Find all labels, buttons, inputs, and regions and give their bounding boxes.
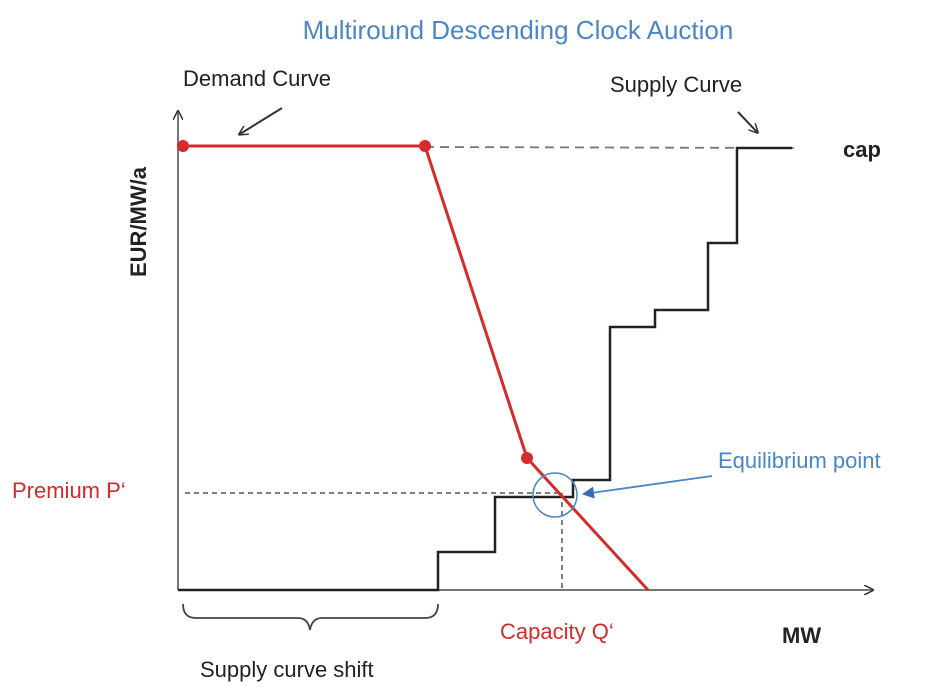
capacity-label: Capacity Q‘ xyxy=(500,619,614,644)
supply-curve xyxy=(178,146,792,592)
demand-point xyxy=(177,140,189,152)
supply-label: Supply Curve xyxy=(610,72,742,97)
title: Multiround Descending Clock Auction xyxy=(303,15,734,45)
shift-label: Supply curve shift xyxy=(200,657,374,682)
x-axis-label: MW xyxy=(782,623,821,648)
demand-label: Demand Curve xyxy=(183,66,331,91)
cap-line xyxy=(424,146,796,149)
equilibrium-arrow xyxy=(582,475,713,499)
brace xyxy=(182,603,439,631)
premium-label: Premium P‘ xyxy=(12,478,126,503)
equilibrium-circle xyxy=(532,472,578,518)
cap-label: cap xyxy=(843,137,881,162)
demand-point xyxy=(521,452,533,464)
supply-arrow xyxy=(737,111,757,132)
demand-point xyxy=(419,140,431,152)
equilibrium-label: Equilibrium point xyxy=(718,448,881,473)
y-axis-label: EUR/MW/a xyxy=(126,166,151,277)
demand-curve xyxy=(183,144,650,592)
demand-arrow xyxy=(240,107,283,134)
